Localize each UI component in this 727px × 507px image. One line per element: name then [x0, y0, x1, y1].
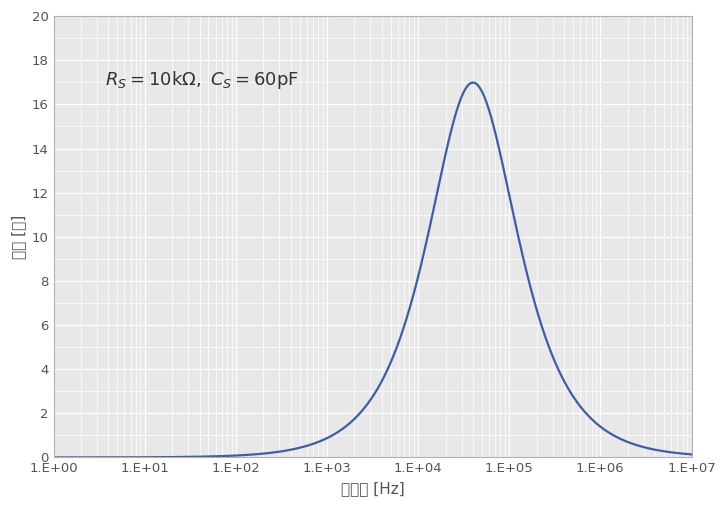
X-axis label: 周波数 [Hz]: 周波数 [Hz] [341, 481, 404, 496]
Y-axis label: 位相 [度]: 位相 [度] [11, 214, 26, 259]
Text: $R_S = 10\mathrm{k}\Omega,\ C_S = 60\mathrm{pF}$: $R_S = 10\mathrm{k}\Omega,\ C_S = 60\mat… [105, 69, 299, 91]
